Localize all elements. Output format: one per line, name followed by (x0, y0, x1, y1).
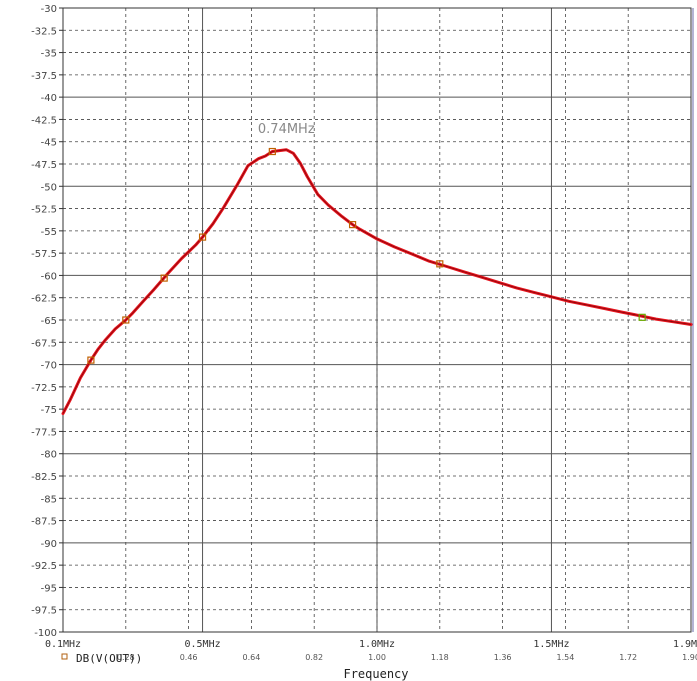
y-tick-label: -70 (41, 361, 57, 372)
annotation-layer: 0.74MHz (258, 122, 315, 137)
x-major-tick-label: 0.5MHz (184, 639, 220, 650)
y-tick-label: -57.5 (31, 249, 57, 260)
x-major-tick-label: 1.9MHz (673, 639, 697, 650)
y-tick-label: -52.5 (31, 205, 57, 216)
x-minor-tick-label: 1.72 (619, 653, 637, 662)
y-tick-label: -65 (41, 316, 57, 327)
y-tick-label: -87.5 (31, 517, 57, 528)
y-tick-label: -35 (41, 49, 57, 60)
y-tick-label: -75 (41, 405, 57, 416)
data-marker (160, 274, 168, 282)
data-marker (268, 147, 276, 156)
x-minor-tick-label: 1.00 (368, 653, 386, 662)
x-axis-title: Frequency (343, 667, 408, 681)
x-tick-labels: 0.1MHz 0.5MHz 1.0MHz 1.5MHz 1.9MHz 0.28 0.46 0.… (45, 639, 697, 662)
y-tick-label: -82.5 (31, 472, 57, 483)
marker-layer (87, 147, 646, 364)
y-tick-label: -92.5 (31, 561, 57, 572)
legend-marker-icon (61, 653, 68, 660)
data-marker (87, 356, 95, 364)
y-tick-label: -47.5 (31, 160, 57, 171)
x-major-tick-label: 1.0MHz (359, 639, 395, 650)
y-tick-label: -67.5 (31, 338, 57, 349)
data-marker (436, 260, 444, 268)
y-tick-label: -37.5 (31, 71, 57, 82)
legend-series-label: DB(V(OUT)) (76, 652, 142, 665)
y-tick-label: -42.5 (31, 115, 57, 126)
x-minor-tick-label: 0.64 (242, 653, 260, 662)
y-tick-label: -90 (41, 539, 57, 550)
x-minor-tick-label: 0.82 (305, 653, 323, 662)
plot-frame (62, 7, 692, 633)
x-minor-tick-label: 1.18 (431, 653, 449, 662)
y-tick-labels: -30 -32.5 -35 -37.5 -40 -42.5 -45 -47.5 -50 -52.5… (31, 4, 57, 639)
y-tick-label: -100 (34, 628, 57, 639)
y-tick-label: -50 (41, 182, 57, 193)
y-tick-label: -32.5 (31, 26, 57, 37)
y-tick-label: -30 (41, 4, 57, 15)
series-line-core-0 (62, 149, 692, 414)
y-tick-label: -72.5 (31, 383, 57, 394)
x-minor-tick-label: 0.28 (117, 653, 135, 662)
x-minor-tick-label: 0.46 (180, 653, 198, 662)
data-marker (122, 316, 130, 324)
y-tick-label: -97.5 (31, 606, 57, 617)
y-tick-label: -60 (41, 271, 57, 282)
x-minor-tick-label: 1.36 (494, 653, 512, 662)
legend: DB(V(OUT)) (61, 652, 142, 665)
series-layer (61, 148, 693, 416)
x-major-tick-label: 1.5MHz (533, 639, 569, 650)
y-tick-label: -85 (41, 494, 57, 505)
y-tick-label: -77.5 (31, 427, 57, 438)
y-tick-label: -45 (41, 138, 57, 149)
data-marker (198, 233, 207, 241)
y-tick-label: -95 (41, 583, 57, 594)
y-tick-label: -62.5 (31, 294, 57, 305)
x-major-tick-label: 0.1MHz (45, 639, 81, 650)
y-tick-label: -55 (41, 227, 57, 238)
peak-annotation: 0.74MHz (258, 122, 315, 137)
grid-layer (59, 7, 694, 633)
x-minor-tick-label: 1.54 (556, 653, 574, 662)
data-marker (638, 313, 646, 321)
y-tick-label: -40 (41, 93, 57, 104)
x-minor-tick-label: 1.90 (682, 653, 697, 662)
data-marker (348, 221, 357, 229)
y-tick-label: -80 (41, 450, 57, 461)
